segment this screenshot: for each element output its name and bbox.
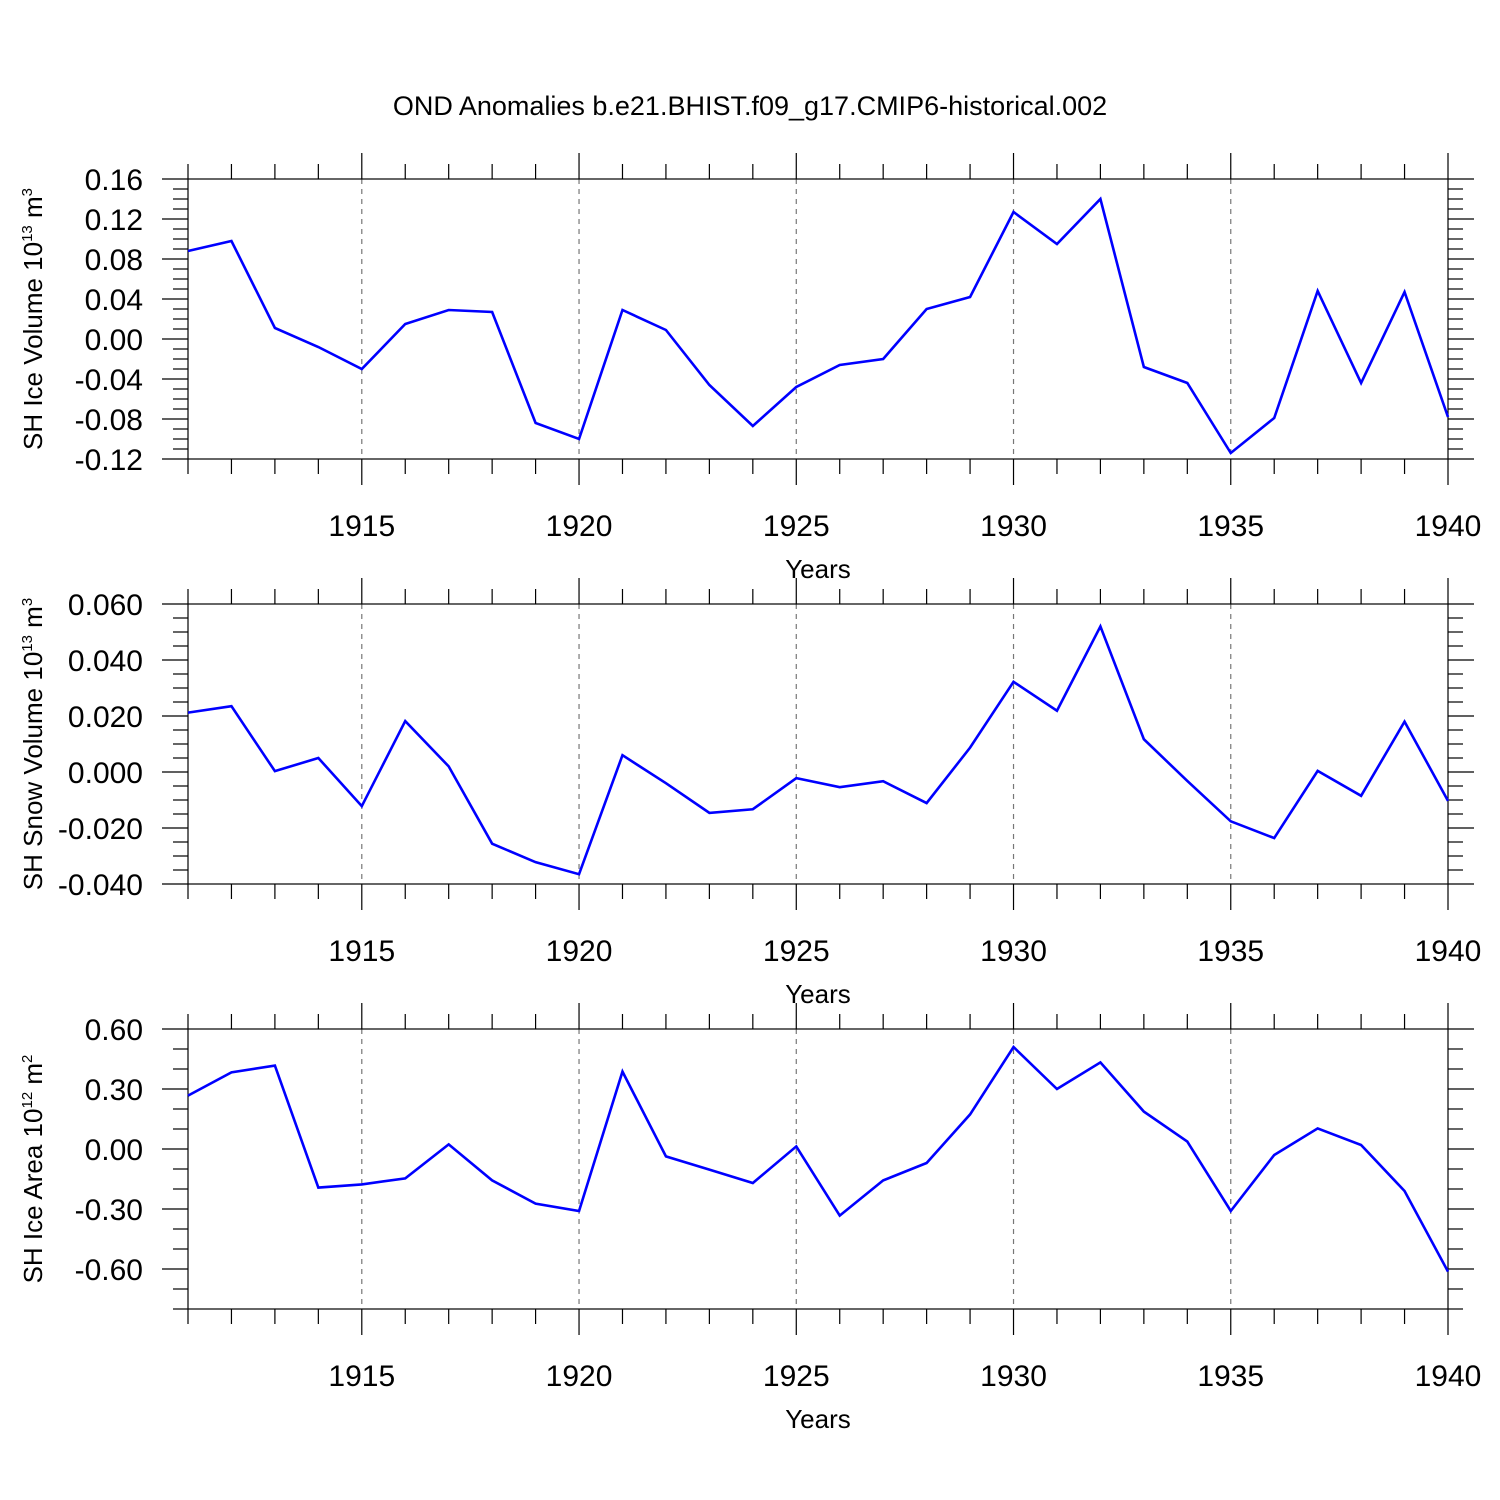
x-tick-label: 1925 (763, 935, 830, 968)
y-axis-label-unit-exponent: 2 (19, 1055, 36, 1063)
x-axis-label: Years (785, 979, 851, 1009)
series-line (187, 196, 1450, 455)
x-tick-label: 1935 (1197, 935, 1264, 968)
y-axis-label-unit-exponent: 3 (19, 598, 36, 606)
y-axis-label: SH Ice Volume 1013 m3 (18, 188, 48, 450)
x-tick-label: 1925 (763, 510, 830, 543)
series-line (187, 623, 1450, 876)
y-axis-label-exponent: 13 (19, 635, 36, 652)
x-tick-label: 1930 (980, 510, 1047, 543)
y-axis-label-exponent: 13 (19, 225, 36, 242)
panel-3: -0.60 -0.30 0.00 0.30 0.60 1915 1920 1925 1930 19… (18, 1003, 1481, 1434)
y-axis-label-text: SH Ice Volume 10 (18, 242, 48, 450)
y-axis-label-unit-exponent: 3 (19, 188, 36, 196)
y-tick-label: 0.16 (85, 164, 143, 197)
x-tick-label: 1915 (328, 935, 395, 968)
y-tick-label: -0.08 (75, 404, 143, 437)
panels: -0.12 -0.08 -0.04 0.00 0.04 0.08 0.12 0.16 1915 1… (18, 153, 1481, 1434)
panel-1: -0.12 -0.08 -0.04 0.00 0.04 0.08 0.12 0.16 1915 1… (18, 153, 1481, 584)
y-axis-label: SH Ice Area 1012 m2 (18, 1055, 48, 1284)
series-line (187, 1044, 1450, 1273)
y-tick-label: -0.04 (75, 364, 143, 397)
y-tick-label: 0.00 (85, 1134, 143, 1167)
x-tick-label: 1920 (546, 1360, 613, 1393)
x-tick-label: 1940 (1415, 1360, 1482, 1393)
y-axis-label-unit: m (18, 606, 48, 635)
x-tick-label: 1930 (980, 1360, 1047, 1393)
y-tick-label: 0.12 (85, 204, 143, 237)
y-axis-label: SH Snow Volume 1013 m3 (18, 598, 48, 890)
plot-frame (187, 1028, 1449, 1310)
y-axis-label-unit: m (18, 196, 48, 225)
y-axis-label-unit: m (18, 1063, 48, 1092)
y-tick-label: 0.020 (68, 701, 143, 734)
plot-frame (187, 178, 1449, 460)
chart-title: OND Anomalies b.e21.BHIST.f09_g17.CMIP6-… (393, 91, 1107, 121)
x-tick-label: 1935 (1197, 1360, 1264, 1393)
y-axis-label-text: SH Snow Volume 10 (18, 652, 48, 890)
y-tick-label: 0.08 (85, 244, 143, 277)
y-tick-label: -0.040 (58, 869, 143, 902)
x-tick-label: 1920 (546, 510, 613, 543)
plot-frame (187, 603, 1449, 885)
y-tick-label: 0.040 (68, 645, 143, 678)
y-tick-label: -0.60 (75, 1254, 143, 1287)
y-tick-label: -0.30 (75, 1194, 143, 1227)
y-tick-label: 0.060 (68, 589, 143, 622)
y-tick-label: 0.30 (85, 1074, 143, 1107)
y-tick-label: 0.000 (68, 757, 143, 790)
x-tick-label: 1925 (763, 1360, 830, 1393)
x-tick-label: 1915 (328, 510, 395, 543)
x-tick-label: 1940 (1415, 935, 1482, 968)
x-tick-label: 1915 (328, 1360, 395, 1393)
x-tick-label: 1935 (1197, 510, 1264, 543)
y-tick-label: 0.60 (85, 1014, 143, 1047)
y-axis-label-exponent: 12 (19, 1092, 36, 1109)
y-tick-label: 0.04 (85, 284, 143, 317)
x-axis-label: Years (785, 1404, 851, 1434)
x-tick-label: 1920 (546, 935, 613, 968)
y-axis-label-text: SH Ice Area 10 (18, 1109, 48, 1284)
x-axis-label: Years (785, 554, 851, 584)
y-tick-label: 0.00 (85, 324, 143, 357)
x-tick-label: 1930 (980, 935, 1047, 968)
x-tick-label: 1940 (1415, 510, 1482, 543)
panel-2: -0.040 -0.020 0.000 0.020 0.040 0.060 1915 1920… (18, 578, 1481, 1009)
y-tick-label: -0.12 (75, 444, 143, 477)
y-tick-label: -0.020 (58, 813, 143, 846)
